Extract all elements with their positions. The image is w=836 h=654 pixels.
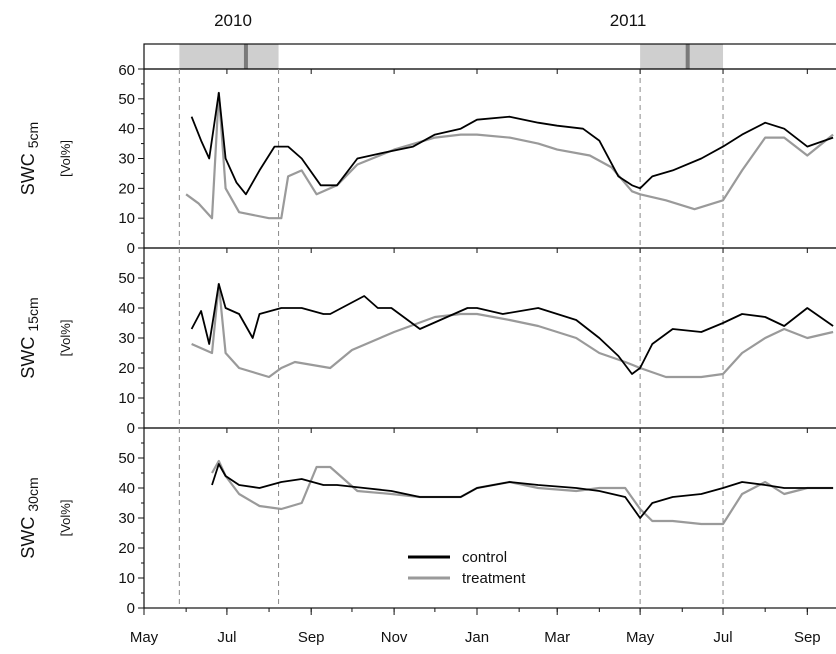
treatment-period-strip [143,43,836,70]
y-tick-label-30cm-40: 40 [118,480,135,497]
panels: 0 10 20 30 40 50 SWC 5cm [Vol%] 0 10 20 30 40 50 SWC 1… [18,68,836,617]
x-tick-label-0: May [130,629,159,646]
x-tick-label-7: Jul [713,629,732,646]
x-tick-label-5: Mar [544,629,570,646]
y-axis-label-15cm: SWC 15cm [18,297,41,378]
series-line-15cm-control [190,283,834,375]
y-axis-label-depth: 5cm [25,122,41,148]
treatment-period-peak-1 [243,44,248,69]
x-tick-label-8: Sep [794,629,821,646]
y-tick-label-15cm-10: 10 [118,390,135,407]
series-line-5cm-treatment [185,91,834,220]
treatment-period-peak-2 [685,44,690,69]
y-axis-label-30cm: SWC 30cm [18,477,41,558]
y-tick-label-5cm-0: 0 [127,240,135,257]
panel-frame-5cm [143,68,836,249]
y-axis-label-main: SWC [18,332,38,379]
y-tick-label-30cm-20: 20 [118,540,135,557]
y-axis-label-5cm: SWC 5cm [18,122,41,195]
y-axis-unit-15cm: [Vol%] [58,320,73,357]
y-tick-label-30cm-10: 10 [118,570,135,587]
x-tick-label-4: Jan [465,629,489,646]
y-tick-label-15cm-20: 20 [118,360,135,377]
y-axis-label-depth: 15cm [25,297,41,331]
legend-label-treatment: treatment [462,570,526,587]
y-tick-label-15cm-50: 50 [118,270,135,287]
x-tick-label-6: May [626,629,655,646]
y-tick-label-5cm-40: 40 [118,121,135,138]
y-tick-label-5cm-20: 20 [118,180,135,197]
panel-5cm: 0 10 20 30 40 50 SWC 5cm [Vol%] [18,68,836,257]
y-tick-label-15cm-30: 30 [118,330,135,347]
y-axis-label-main: SWC [18,512,38,559]
top-strip-tick-label: 60 [118,62,135,79]
panel-15cm: 0 10 20 30 40 50 SWC 15cm [Vol%] [18,247,836,437]
panel-frame-15cm [143,247,836,429]
panel-30cm: 0 10 20 30 40 50 SWC 30cm [Vol%] [18,427,836,617]
y-tick-label-30cm-50: 50 [118,450,135,467]
series-line-5cm-control [190,92,834,196]
y-tick-label-5cm-50: 50 [118,91,135,108]
y-axis-unit-30cm: [Vol%] [58,500,73,537]
year-label-2010: 2010 [214,11,252,30]
x-tick-label-1: Jul [217,629,236,646]
y-tick-label-5cm-30: 30 [118,151,135,168]
series-line-30cm-treatment [211,459,834,526]
treatment-period-band-2 [640,44,724,69]
legend: control treatment [408,549,526,587]
x-tick-label-2: Sep [298,629,325,646]
year-label-2011: 2011 [610,11,647,30]
y-tick-label-30cm-30: 30 [118,510,135,527]
series-line-30cm-control [211,463,834,519]
year-labels: 2010 2011 [214,11,646,30]
y-axis-unit-5cm: [Vol%] [58,140,73,177]
y-axis-label-depth: 30cm [25,477,41,511]
y-axis-label-main: SWC [18,148,38,195]
y-tick-label-30cm-0: 0 [127,600,135,617]
x-axis: May Jul Sep Nov Jan Mar May Jul Sep [130,69,821,646]
treatment-period-band-1 [179,44,279,69]
x-tick-label-3: Nov [381,629,408,646]
legend-label-control: control [462,549,507,566]
series-line-15cm-treatment [191,282,834,379]
y-tick-label-15cm-0: 0 [127,420,135,437]
y-tick-label-15cm-40: 40 [118,300,135,317]
y-tick-label-5cm-10: 10 [118,210,135,227]
